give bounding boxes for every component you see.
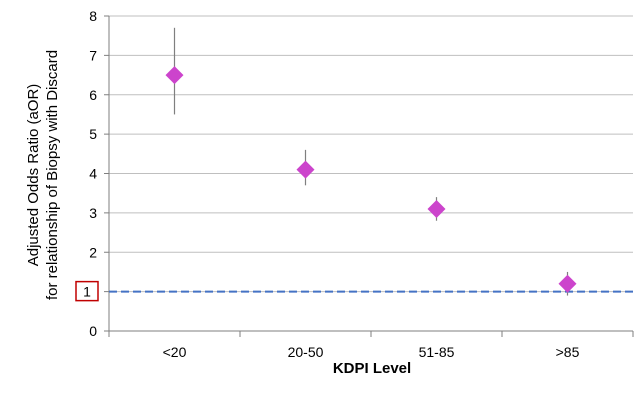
y-tick-label-7: 7 [89, 47, 97, 63]
y-tick-label-4: 4 [89, 166, 97, 182]
y-tick-label-0: 0 [89, 323, 97, 339]
axis-labels: 0 2 3 4 5 6 7 8 <20 20-50 51-85 >85 [89, 8, 579, 360]
y-tick-label-6: 6 [89, 87, 97, 103]
x-axis-title: KDPI Level [333, 360, 411, 377]
y-tick-label-3: 3 [89, 205, 97, 221]
axes [104, 15, 634, 337]
x-tick-label-0: <20 [163, 344, 187, 360]
reference-label-box [75, 280, 99, 302]
x-tick-label-1: 20-50 [288, 344, 324, 360]
y-tick-label-8: 8 [89, 8, 97, 24]
data-point-3 [558, 274, 577, 293]
x-tick-label-2: 51-85 [419, 344, 455, 360]
data-marks [165, 27, 577, 296]
reference-line-group: 1 [75, 280, 633, 302]
data-point-2 [427, 199, 446, 218]
y-tick-label-5: 5 [89, 126, 97, 142]
y-axis-title-line-1: Adjusted Odds Ratio (aOR) [25, 84, 42, 267]
data-point-0 [165, 66, 184, 85]
x-tick-label-3: >85 [556, 344, 580, 360]
y-axis-title-line-2: for relationship of Biopsy with Discard [44, 50, 61, 300]
reference-label: 1 [83, 284, 91, 300]
y-tick-label-2: 2 [89, 244, 97, 260]
data-point-1 [296, 160, 315, 179]
gridlines [109, 15, 633, 293]
